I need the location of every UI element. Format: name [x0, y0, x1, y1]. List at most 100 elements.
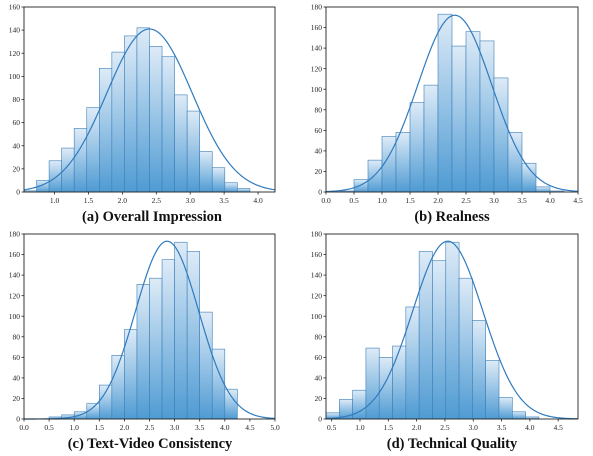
x-tick-label: 2.0 — [120, 423, 130, 432]
x-tick-label: 1.0 — [70, 423, 80, 432]
histogram-bar — [472, 320, 487, 420]
histogram-bar — [432, 260, 447, 420]
y-tick-label: 120 — [311, 64, 323, 73]
x-tick-label: 1.5 — [384, 423, 394, 432]
y-tick-label: 0 — [318, 188, 322, 197]
x-tick-label: 3.5 — [497, 423, 507, 432]
x-tick-label: 2.0 — [118, 196, 128, 205]
x-tick-label: 1.5 — [84, 196, 94, 205]
histogram-bar — [507, 132, 523, 193]
histogram-bar — [211, 167, 226, 193]
histogram-bar — [174, 94, 188, 193]
y-tick-label: 120 — [9, 49, 21, 58]
histogram-bar — [111, 51, 125, 193]
histogram-bar — [392, 345, 407, 420]
fit-curve — [325, 14, 579, 193]
histogram-bar — [48, 160, 62, 193]
chart-caption: (a) Overall Impression — [82, 209, 222, 225]
y-tick-label: 60 — [315, 353, 323, 362]
histogram-bar — [437, 13, 453, 193]
y-tick-label: 60 — [13, 118, 21, 127]
histogram-bar — [535, 186, 551, 193]
fit-curve — [23, 28, 276, 191]
chart-caption: (b) Realness — [414, 209, 490, 225]
histogram-bar — [479, 40, 495, 193]
histogram-bar — [237, 188, 251, 193]
chart-panel-1: 0.0 0.5 1.0 1.5 2.0 2.5 3.0 3.5 4.0 4.5 0 20 40 60 80 1… — [311, 3, 583, 225]
y-tick-label: 140 — [311, 271, 323, 280]
fit-curve — [24, 240, 276, 420]
y-tick-label: 20 — [13, 394, 21, 403]
histogram-bar — [378, 357, 393, 420]
y-tick-label: 160 — [311, 23, 323, 32]
histogram-bar — [149, 277, 163, 420]
y-tick-label: 140 — [9, 271, 21, 280]
x-tick-label: 1.5 — [95, 423, 105, 432]
histogram-bar — [199, 311, 213, 420]
histogram-bar — [405, 306, 420, 420]
x-tick-label: 0.0 — [321, 196, 331, 205]
histogram-bar — [161, 56, 175, 193]
histogram-bar — [395, 132, 411, 193]
y-tick-label: 160 — [311, 250, 323, 259]
x-tick-label: 0.0 — [19, 423, 29, 432]
x-tick-label: 4.0 — [525, 423, 535, 432]
y-tick-label: 180 — [311, 3, 323, 12]
x-tick-label: 3.5 — [517, 196, 527, 205]
x-tick-label: 2.5 — [152, 196, 162, 205]
y-tick-label: 100 — [311, 312, 323, 321]
y-tick-label: 160 — [9, 3, 21, 12]
histogram-bar — [445, 241, 460, 420]
histogram-bar — [86, 107, 100, 193]
x-tick-label: 3.0 — [186, 196, 196, 205]
x-tick-label: 4.5 — [553, 423, 563, 432]
y-tick-label: 100 — [9, 312, 21, 321]
histogram-bar — [423, 84, 439, 193]
histogram-bar — [493, 77, 509, 193]
x-tick-label: 1.0 — [50, 196, 60, 205]
histogram-bar — [149, 46, 163, 193]
x-tick-label: 4.5 — [573, 196, 583, 205]
chart-caption: (d) Technical Quality — [387, 436, 518, 452]
histogram-bar — [352, 389, 367, 420]
y-tick-label: 180 — [9, 230, 21, 239]
y-tick-label: 20 — [315, 167, 323, 176]
y-tick-label: 80 — [13, 95, 21, 104]
y-tick-label: 80 — [315, 105, 323, 114]
y-tick-label: 60 — [13, 353, 21, 362]
y-tick-label: 80 — [315, 332, 323, 341]
plot-frame — [325, 6, 579, 193]
x-tick-label: 1.0 — [377, 196, 387, 205]
y-tick-label: 140 — [311, 44, 323, 53]
x-tick-label: 3.0 — [489, 196, 499, 205]
histogram-bar — [199, 151, 213, 193]
histogram-bar — [465, 31, 481, 193]
histogram-bar — [498, 397, 513, 420]
chart-caption: (c) Text-Video Consistency — [68, 436, 233, 452]
x-tick-label: 5.0 — [270, 423, 280, 432]
y-tick-label: 120 — [9, 291, 21, 300]
y-tick-label: 80 — [13, 332, 21, 341]
y-tick-label: 40 — [315, 373, 323, 382]
y-tick-label: 20 — [315, 394, 323, 403]
plot-frame — [325, 233, 579, 420]
y-tick-label: 40 — [13, 141, 21, 150]
y-tick-label: 20 — [13, 164, 21, 173]
y-tick-label: 100 — [311, 85, 323, 94]
x-tick-label: 0.5 — [349, 196, 359, 205]
histogram-bar — [161, 259, 175, 420]
x-tick-label: 2.0 — [433, 196, 443, 205]
y-tick-label: 40 — [315, 146, 323, 155]
x-tick-label: 2.5 — [440, 423, 450, 432]
histogram-bar — [186, 110, 200, 193]
y-tick-label: 160 — [9, 250, 21, 259]
x-tick-label: 3.0 — [469, 423, 479, 432]
x-tick-label: 2.0 — [412, 423, 422, 432]
y-tick-label: 100 — [9, 72, 21, 81]
x-tick-label: 3.5 — [195, 423, 205, 432]
histogram-bar — [99, 384, 113, 420]
histogram-bar — [224, 388, 238, 420]
y-tick-label: 60 — [315, 126, 323, 135]
